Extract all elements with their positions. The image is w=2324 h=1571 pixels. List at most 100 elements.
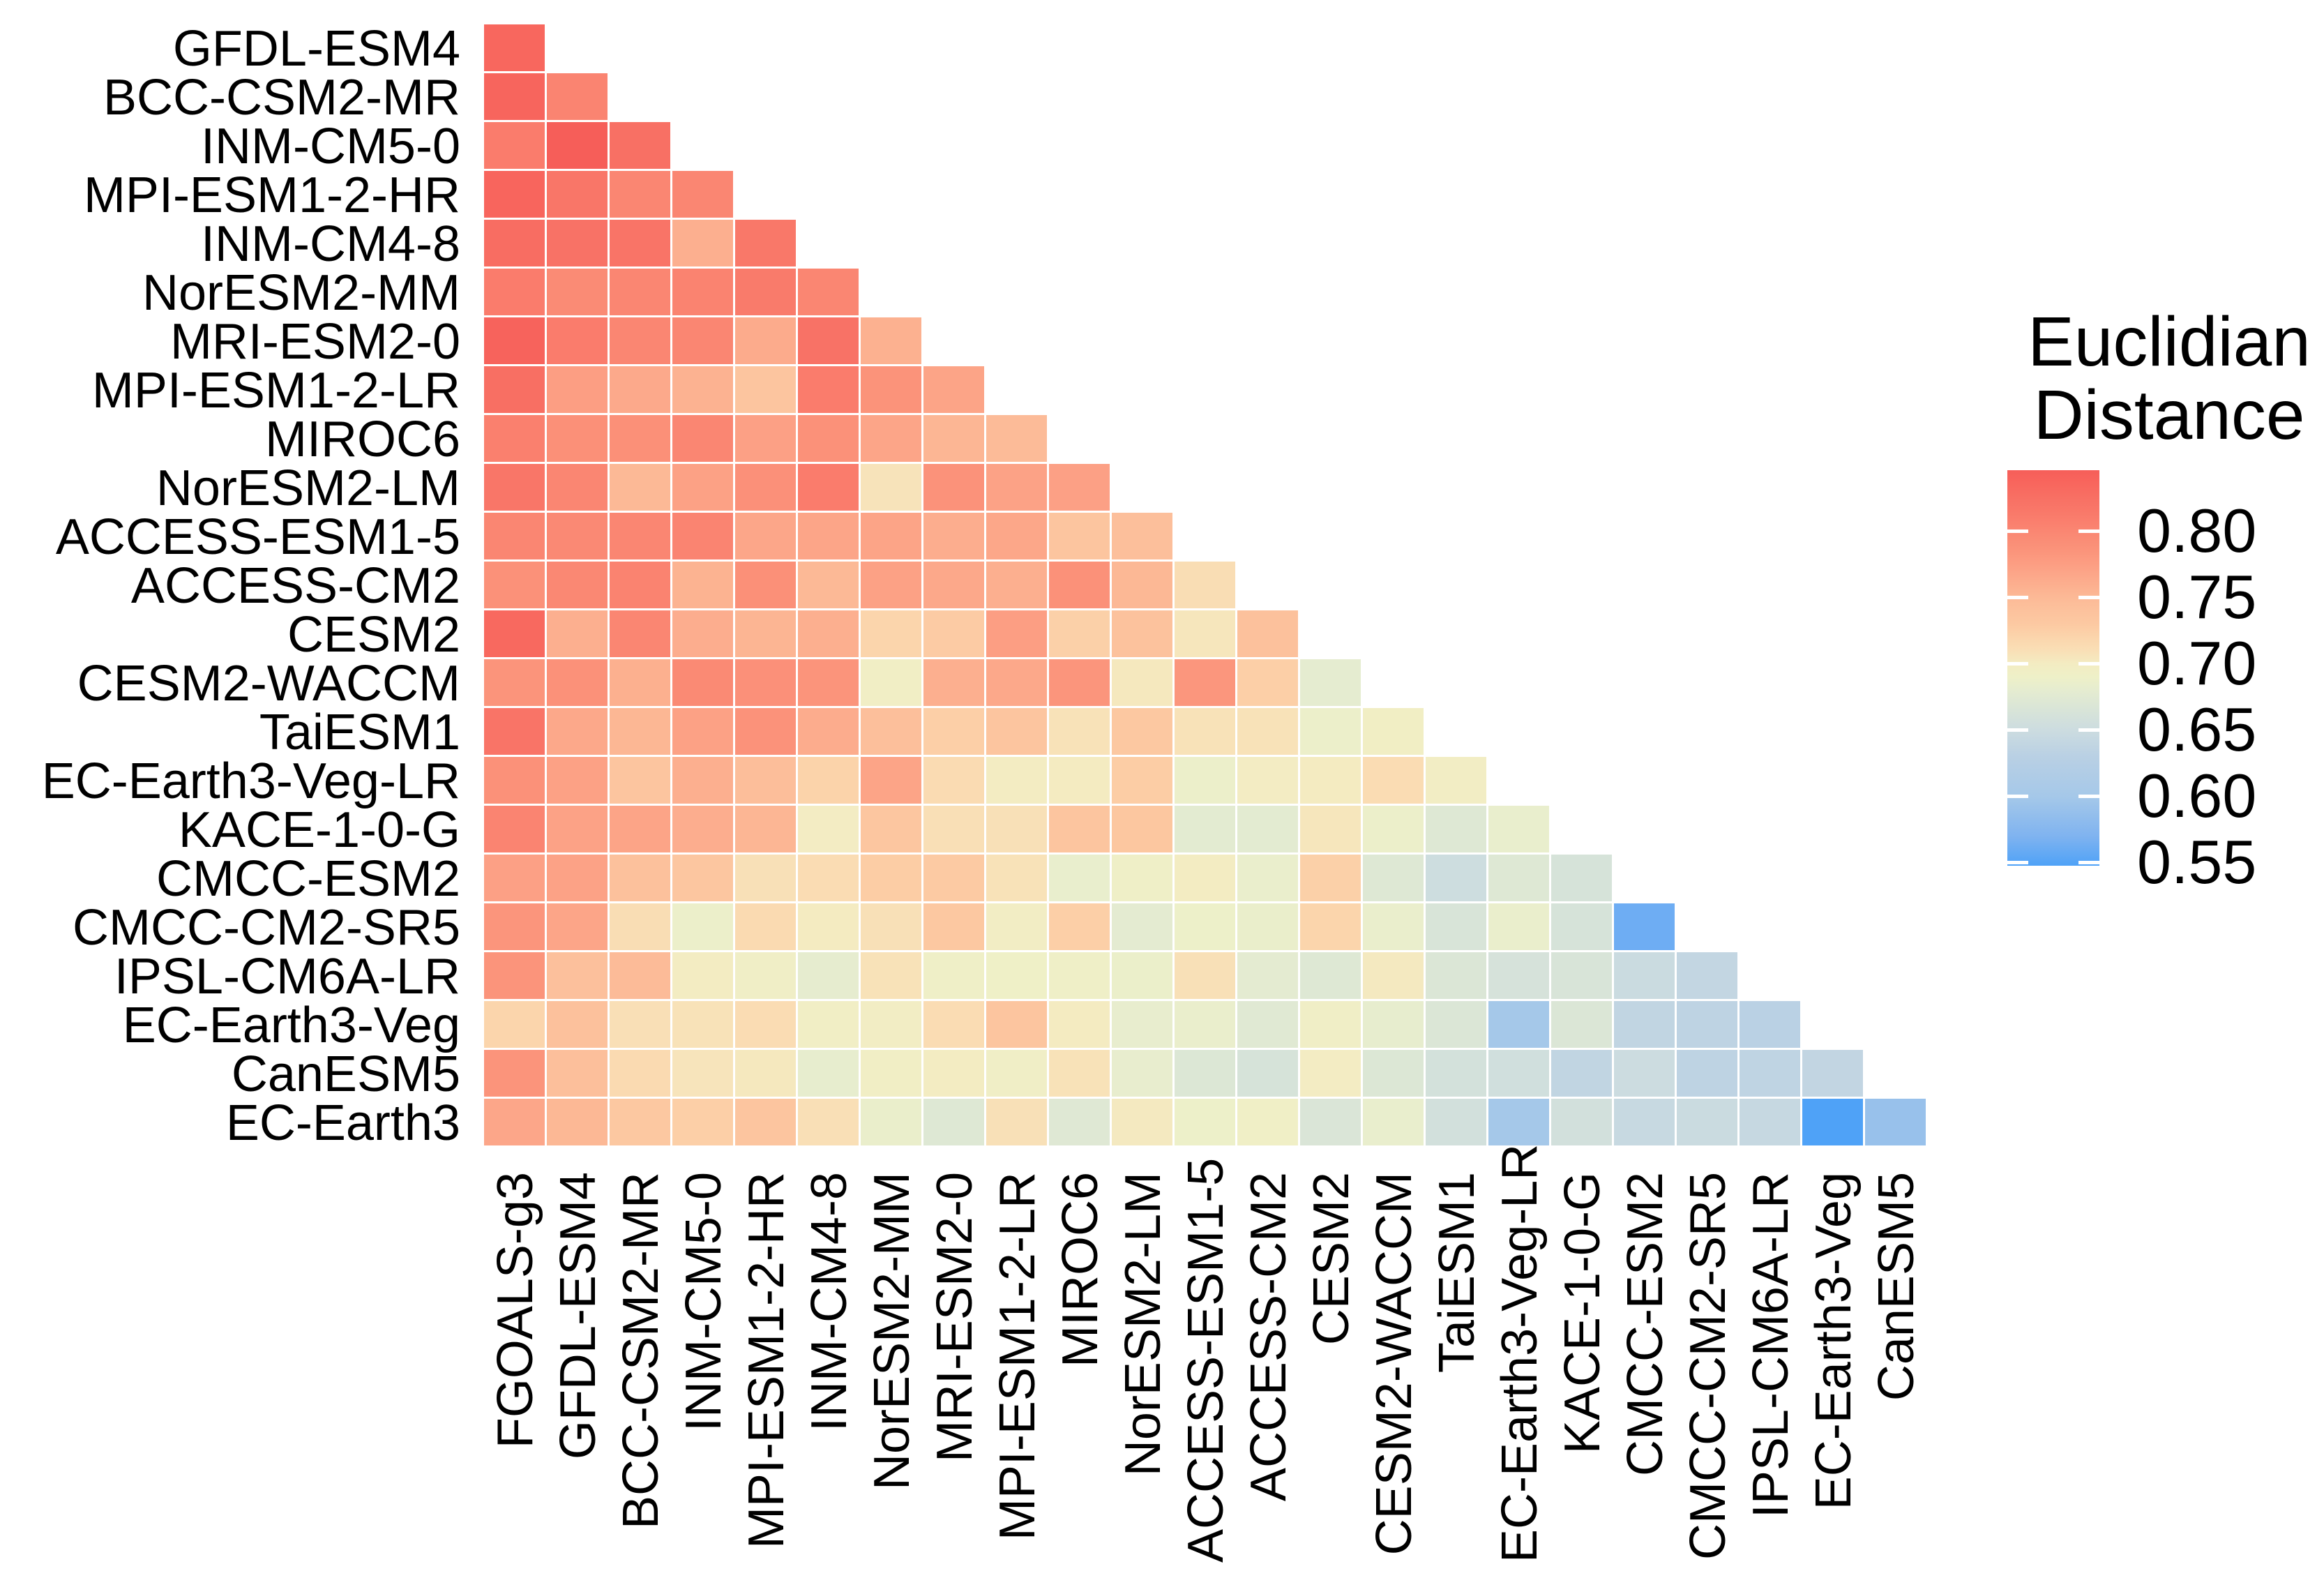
heatmap-cell <box>1300 855 1361 901</box>
heatmap-cell <box>1237 806 1298 852</box>
legend-tick-label: 0.55 <box>2137 827 2257 896</box>
heatmap-cell <box>923 708 984 755</box>
heatmap-cell <box>1049 1050 1110 1097</box>
heatmap-cell <box>1237 708 1298 755</box>
y-axis-label: EC-Earth3 <box>225 1095 460 1151</box>
heatmap-cell <box>610 562 670 608</box>
y-axis-label: NorESM2-MM <box>142 265 460 321</box>
heatmap-cell <box>1175 855 1235 901</box>
heatmap-cell <box>986 1050 1047 1097</box>
heatmap-cell <box>610 855 670 901</box>
heatmap-cell <box>798 855 859 901</box>
heatmap-cell <box>986 855 1047 901</box>
heatmap-cell <box>672 1050 733 1097</box>
x-axis-label: ACCESS-CM2 <box>1241 1172 1297 1502</box>
heatmap-cell <box>547 513 608 559</box>
heatmap-cell <box>798 708 859 755</box>
heatmap-cell <box>484 610 545 657</box>
heatmap-cell <box>798 415 859 462</box>
heatmap-cell <box>1237 610 1298 657</box>
heatmap-cell <box>672 269 733 315</box>
heatmap-cell <box>484 1001 545 1048</box>
legend-title-line2: Distance <box>2033 376 2305 454</box>
heatmap-cell <box>484 513 545 559</box>
heatmap-cell <box>861 610 921 657</box>
heatmap-cell <box>1363 708 1424 755</box>
heatmap-cell <box>1300 708 1361 755</box>
heatmap-cell <box>986 806 1047 852</box>
heatmap-cell <box>986 562 1047 608</box>
heatmap-cell <box>735 806 796 852</box>
heatmap-cell <box>1175 659 1235 706</box>
heatmap-cell <box>610 1050 670 1097</box>
heatmap-cell <box>484 757 545 804</box>
heatmap-cell <box>547 366 608 413</box>
heatmap-cell <box>547 1099 608 1145</box>
heatmap-cell <box>547 806 608 852</box>
heatmap-cell <box>1112 1001 1172 1048</box>
heatmap-cell <box>1363 903 1424 950</box>
heatmap-cell <box>735 562 796 608</box>
heatmap-cell <box>1740 1050 1800 1097</box>
heatmap-cell <box>610 317 670 364</box>
legend-tick-label: 0.65 <box>2137 695 2257 764</box>
heatmap-cell <box>1614 1050 1675 1097</box>
heatmap-cell <box>861 855 921 901</box>
heatmap-cell <box>1175 1001 1235 1048</box>
heatmap-cell <box>861 1050 921 1097</box>
heatmap-cell <box>923 464 984 511</box>
heatmap-cell <box>923 659 984 706</box>
heatmap-cell <box>735 855 796 901</box>
heatmap-cell <box>1175 952 1235 999</box>
heatmap-cell <box>861 757 921 804</box>
legend-tick-label: 0.70 <box>2137 629 2257 698</box>
heatmap-cell <box>1551 903 1612 950</box>
heatmap-cell <box>672 952 733 999</box>
heatmap-cell <box>484 1099 545 1145</box>
heatmap-cell <box>1426 855 1486 901</box>
heatmap-cell <box>923 855 984 901</box>
heatmap-cell <box>1677 1001 1737 1048</box>
heatmap-cell <box>735 513 796 559</box>
heatmap-cell <box>1175 903 1235 950</box>
heatmap-cell <box>923 1050 984 1097</box>
heatmap-cell <box>1740 1099 1800 1145</box>
heatmap-cell <box>986 659 1047 706</box>
heatmap-cell <box>547 415 608 462</box>
legend-tick-mark <box>2078 662 2099 666</box>
legend-title: Euclidian Distance <box>1988 306 2324 452</box>
heatmap-cell <box>484 855 545 901</box>
heatmap-cell <box>1488 1050 1549 1097</box>
heatmap-cell <box>861 1001 921 1048</box>
heatmap-cell <box>1175 562 1235 608</box>
heatmap-cell <box>1049 464 1110 511</box>
y-axis-label: MPI-ESM1-2-HR <box>83 167 460 223</box>
y-axis-label: CMCC-CM2-SR5 <box>73 900 460 956</box>
heatmap-cell <box>1300 1050 1361 1097</box>
heatmap-cell <box>1112 903 1172 950</box>
heatmap-cell <box>923 903 984 950</box>
x-axis-label: IPSL-CM6A-LR <box>1743 1172 1799 1519</box>
heatmap-cell <box>1049 610 1110 657</box>
heatmap-cell <box>1049 952 1110 999</box>
heatmap-cell <box>923 562 984 608</box>
heatmap-cell <box>986 1099 1047 1145</box>
heatmap-cell <box>798 513 859 559</box>
heatmap-cell <box>1237 855 1298 901</box>
legend-tick-label: 0.60 <box>2137 761 2257 830</box>
heatmap-cell <box>923 415 984 462</box>
heatmap-cell <box>484 73 545 120</box>
legend-tick-mark <box>2078 529 2099 533</box>
heatmap-cell <box>986 708 1047 755</box>
heatmap-cell <box>672 659 733 706</box>
heatmap-cell <box>547 220 608 266</box>
heatmap-cell <box>1237 952 1298 999</box>
legend-tick-mark <box>2007 662 2028 666</box>
x-axis-label: ACCESS-ESM1-5 <box>1178 1157 1234 1563</box>
heatmap-cell <box>1488 1001 1549 1048</box>
heatmap-cell <box>735 903 796 950</box>
heatmap-cell <box>672 1099 733 1145</box>
legend-colorbar <box>2007 470 2099 866</box>
heatmap-cell <box>986 415 1047 462</box>
